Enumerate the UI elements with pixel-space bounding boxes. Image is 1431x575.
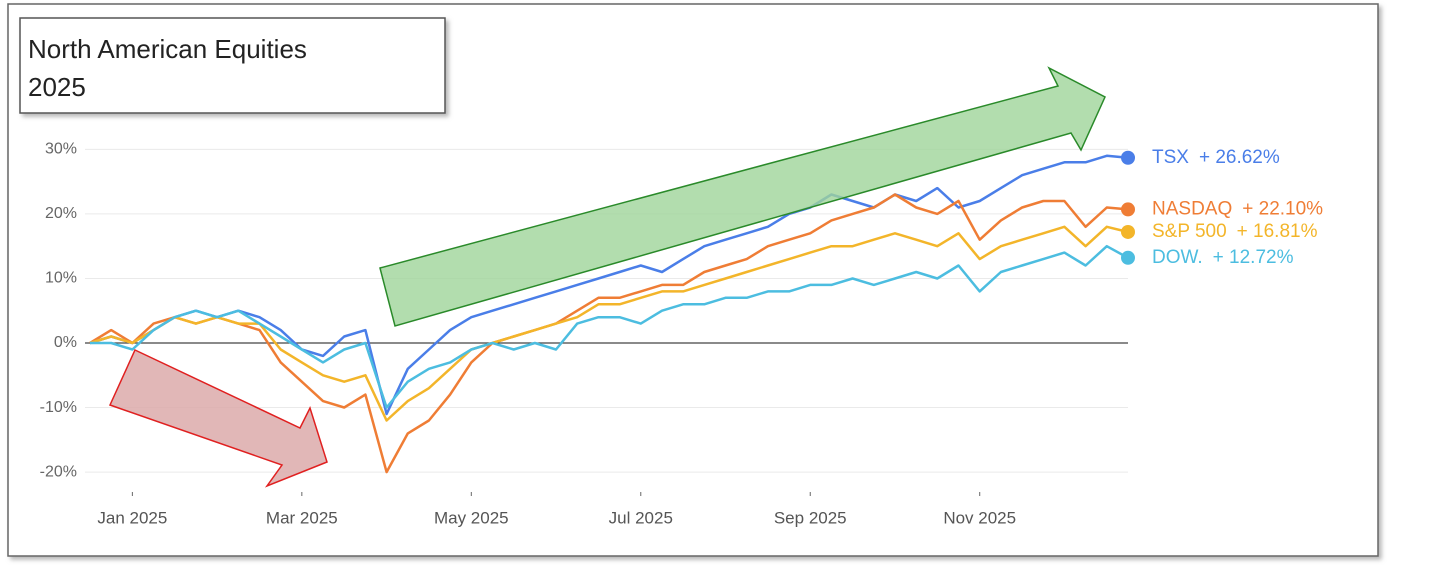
title-box: [19, 17, 446, 114]
chart-subtitle: 2025: [28, 72, 86, 102]
plot: -20% -10% 0% 10% 20% 30% Jan 2025 Mar 2025 May 2…: [40, 141, 1324, 528]
end-point: [1121, 250, 1135, 265]
legend-label: DOW. + 12.72%: [1152, 247, 1294, 268]
x-tick-label: Sep 2025: [774, 508, 847, 527]
x-tick-label: Jan 2025: [97, 508, 167, 527]
series-line: [90, 244, 1129, 409]
y-tick-label: 30%: [45, 141, 77, 158]
series-line: [89, 225, 1129, 422]
legend-change: + 12.72%: [1213, 247, 1294, 268]
x-tick-label: Nov 2025: [943, 508, 1016, 527]
legend-label: TSX + 26.62%: [1152, 147, 1280, 168]
x-tick-label: May 2025: [434, 508, 509, 527]
legend-change: + 26.62%: [1199, 147, 1280, 168]
end-point: [1121, 150, 1135, 165]
y-tick-label: -20%: [40, 463, 77, 480]
legend-name: NASDAQ: [1152, 198, 1232, 219]
legend-name: S&P 500: [1152, 221, 1227, 242]
end-point: [1121, 202, 1135, 217]
y-tick-label: -10%: [40, 399, 77, 416]
down-arrow: [108, 348, 328, 488]
end-point: [1121, 224, 1135, 239]
chart-title: North American Equities: [28, 34, 307, 64]
legend-name: DOW.: [1152, 247, 1203, 268]
legend-name: TSX: [1152, 147, 1189, 168]
legend-change: + 16.81%: [1237, 221, 1318, 242]
x-tick-label: Mar 2025: [266, 508, 338, 527]
legend-change: + 22.10%: [1242, 198, 1323, 219]
y-tick-label: 20%: [45, 205, 77, 222]
legend-label: S&P 500 + 16.81%: [1152, 221, 1318, 242]
x-tick-label: Jul 2025: [609, 508, 673, 527]
series-line: [89, 193, 1129, 474]
y-tick-label: 10%: [45, 270, 77, 287]
up-arrow: [379, 66, 1106, 327]
y-tick-label: 0%: [54, 334, 77, 351]
legend-label: NASDAQ + 22.10%: [1152, 198, 1323, 219]
